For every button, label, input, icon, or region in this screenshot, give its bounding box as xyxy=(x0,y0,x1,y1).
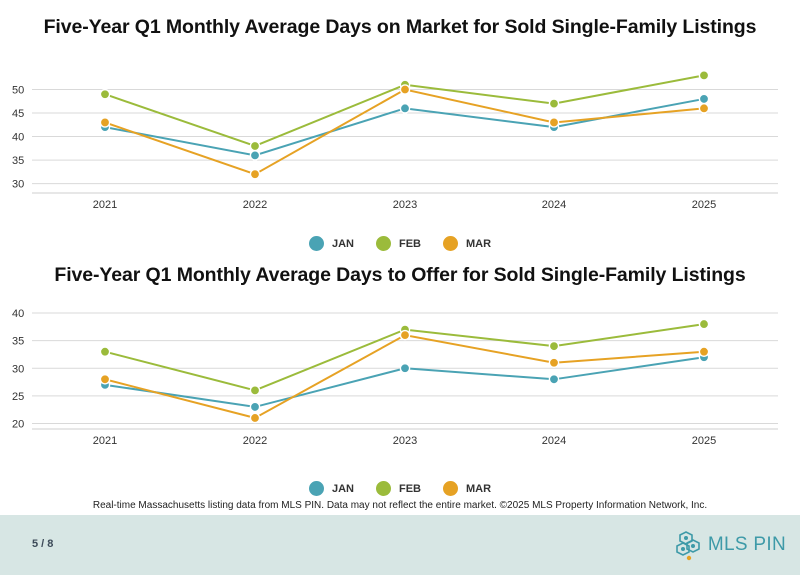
data-point-jan xyxy=(399,103,411,114)
series-line-mar xyxy=(104,88,705,176)
mls-pin-logo-text: MLS PIN xyxy=(707,534,786,555)
legend-item-mar: MAR xyxy=(442,481,492,496)
legend-item-feb: FEB xyxy=(375,481,421,496)
data-point-feb xyxy=(249,385,261,396)
legend-marker xyxy=(308,481,324,496)
data-point-mar xyxy=(99,374,111,385)
data-point-feb xyxy=(698,70,710,81)
data-point-feb xyxy=(99,88,111,100)
x-tick-label: 2024 xyxy=(542,199,566,211)
x-tick-label: 2024 xyxy=(542,435,566,447)
legend-label: FEB xyxy=(398,482,421,495)
data-point-feb xyxy=(698,318,710,330)
x-tick-label: 2022 xyxy=(243,199,267,211)
y-tick-label: 30 xyxy=(12,179,24,191)
data-point-feb xyxy=(249,140,261,152)
data-point-mar xyxy=(698,346,710,357)
y-tick-label: 30 xyxy=(12,363,24,375)
legend-label: JAN xyxy=(331,482,354,495)
data-point-feb xyxy=(548,98,560,109)
legend-label: FEB xyxy=(398,237,421,250)
legend-marker xyxy=(308,236,324,251)
chart-1-title: Five-Year Q1 Monthly Average Days on Mar… xyxy=(43,16,757,38)
mls-pin-logo-icon xyxy=(676,531,700,561)
data-point-jan xyxy=(249,150,261,161)
y-tick-label: 35 xyxy=(12,155,24,167)
legend-item-mar: MAR xyxy=(442,236,492,251)
legend-item-feb: FEB xyxy=(375,236,421,251)
legend-marker xyxy=(442,236,458,251)
x-tick-label: 2025 xyxy=(692,435,716,447)
y-tick-label: 35 xyxy=(12,336,24,348)
x-tick-label: 2021 xyxy=(93,435,117,447)
y-tick-label: 40 xyxy=(12,132,24,144)
y-tick-label: 25 xyxy=(12,391,24,403)
series-line-mar xyxy=(104,334,705,420)
y-tick-label: 45 xyxy=(12,108,24,120)
legend-label: MAR xyxy=(465,482,492,495)
data-point-jan xyxy=(698,93,710,105)
x-tick-label: 2023 xyxy=(393,435,417,447)
x-tick-label: 2023 xyxy=(393,199,417,211)
data-point-mar xyxy=(99,117,111,128)
legend-item-jan: JAN xyxy=(308,236,354,251)
legend-item-jan: JAN xyxy=(308,481,354,496)
y-tick-label: 40 xyxy=(12,308,24,320)
data-point-mar xyxy=(698,103,710,114)
x-tick-label: 2021 xyxy=(93,199,117,211)
data-point-mar xyxy=(399,84,411,95)
legend-label: MAR xyxy=(465,237,492,250)
legend-marker xyxy=(375,481,391,496)
x-tick-label: 2022 xyxy=(243,435,267,447)
footnote: Real-time Massachusetts listing data fro… xyxy=(92,500,708,511)
data-point-mar xyxy=(548,117,560,128)
data-point-jan xyxy=(249,401,261,413)
chart-1-legend: JAN FEB MAR xyxy=(0,236,800,251)
data-point-jan xyxy=(399,362,411,374)
data-point-mar xyxy=(249,412,261,424)
data-point-mar xyxy=(548,357,560,369)
x-tick-label: 2025 xyxy=(692,199,716,211)
data-point-mar xyxy=(249,168,261,180)
legend-marker xyxy=(442,481,458,496)
chart-2-title: Five-Year Q1 Monthly Average Days to Off… xyxy=(54,264,746,286)
page-number: 5 / 8 xyxy=(32,538,54,550)
data-point-mar xyxy=(399,329,411,341)
mls-pin-logo: MLS PIN xyxy=(674,529,786,561)
chart-2-legend: JAN FEB MAR xyxy=(0,481,800,496)
data-point-jan xyxy=(548,374,560,385)
data-point-feb xyxy=(99,346,111,357)
legend-label: JAN xyxy=(331,237,354,250)
data-point-feb xyxy=(548,340,560,352)
chart-1-plot: 30 35 40 45 50 2021 2022 2023 2024 2025 xyxy=(12,70,778,211)
y-tick-label: 20 xyxy=(12,418,24,430)
footer-bar: 5 / 8 MLS PIN xyxy=(0,515,800,575)
legend-marker xyxy=(375,236,391,251)
y-tick-label: 50 xyxy=(12,85,24,97)
